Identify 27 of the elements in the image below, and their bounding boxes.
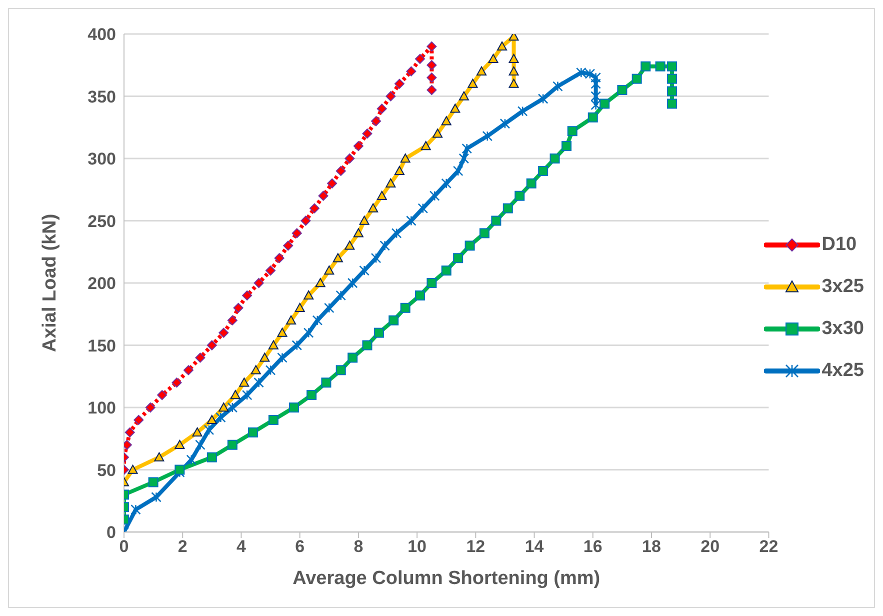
x-tick-label: 22 bbox=[759, 537, 778, 556]
y-tick-label: 250 bbox=[88, 212, 116, 231]
legend-label: 4x25 bbox=[822, 360, 864, 382]
x-tick-label: 8 bbox=[354, 537, 364, 556]
x-tick-label: 14 bbox=[524, 537, 544, 556]
legend-label: 3x25 bbox=[822, 276, 864, 298]
y-tick-label: 200 bbox=[88, 274, 116, 294]
legend-label: D10 bbox=[822, 234, 857, 256]
legend-label: 3x30 bbox=[822, 318, 864, 340]
x-tick-label: 2 bbox=[178, 537, 188, 556]
y-tick-label: 400 bbox=[88, 25, 116, 44]
x-tick-label: 0 bbox=[119, 537, 129, 556]
y-tick-label: 300 bbox=[88, 150, 116, 169]
y-tick-label: 350 bbox=[88, 87, 116, 106]
y-tick-label: 100 bbox=[88, 398, 116, 418]
x-tick-label: 12 bbox=[466, 537, 486, 556]
x-tick-label: 6 bbox=[295, 537, 305, 556]
x-tick-label: 16 bbox=[583, 537, 602, 556]
x-tick-label: 20 bbox=[700, 537, 720, 556]
x-axis-title: Average Column Shortening (mm) bbox=[292, 568, 600, 589]
y-axis-title: Axial Load (kN) bbox=[40, 214, 61, 352]
x-tick-label: 4 bbox=[236, 537, 246, 556]
y-tick-label: 50 bbox=[97, 460, 116, 480]
y-tick-label: 0 bbox=[106, 523, 116, 542]
x-tick-label: 10 bbox=[408, 537, 427, 556]
y-tick-label: 150 bbox=[88, 336, 116, 356]
x-tick-label: 18 bbox=[642, 537, 661, 556]
